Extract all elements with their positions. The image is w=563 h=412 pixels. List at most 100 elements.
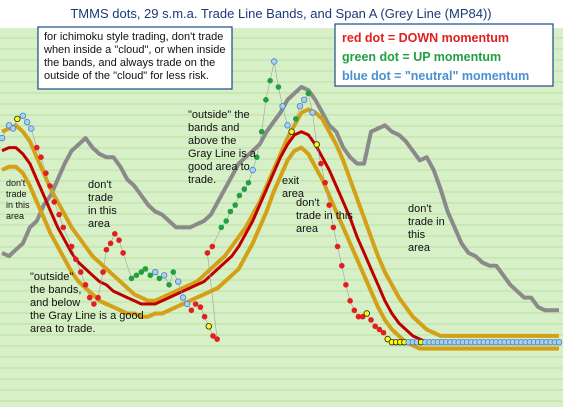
annotation-text: don't trade in this area xyxy=(408,203,445,254)
annotation-line: don't xyxy=(408,203,432,215)
green-dot xyxy=(133,272,140,279)
red-dot xyxy=(343,282,349,288)
red-dot xyxy=(73,256,79,263)
yellow-dot xyxy=(205,323,212,330)
annotation-text: don't trade in this area xyxy=(6,178,30,221)
red-dot xyxy=(103,246,110,253)
green-dot xyxy=(138,269,145,275)
span-a-line xyxy=(1,85,559,313)
green-dot xyxy=(236,192,243,199)
annotation-line: don't xyxy=(88,179,112,191)
red-dot xyxy=(368,317,374,323)
annotation-line: don't xyxy=(296,197,320,209)
yellow-dot xyxy=(363,310,370,317)
annotation-text: "outside" the bands and above the Gray Line… xyxy=(188,109,257,186)
note-box xyxy=(37,26,233,90)
annotation-line: "outside" xyxy=(30,271,73,283)
legend: red dot = DOWN momentum green dot = UP mo… xyxy=(334,23,554,87)
annotation-text: don't trade in this area xyxy=(296,197,353,235)
blue-dot xyxy=(19,112,27,119)
red-dot xyxy=(214,336,220,342)
green-dot xyxy=(142,266,149,272)
blue-dot xyxy=(271,58,278,65)
green-dot xyxy=(258,128,265,135)
annotation-line: above the xyxy=(188,135,236,147)
red-dot xyxy=(318,160,324,167)
green-dot xyxy=(218,224,225,231)
blue-dot xyxy=(9,125,17,132)
annotation-line: "outside" the xyxy=(188,109,250,121)
legend-box xyxy=(334,23,554,87)
blue-dot xyxy=(28,125,35,132)
red-dot xyxy=(201,313,208,320)
annotation-line: trade in this xyxy=(296,210,353,222)
red-dot xyxy=(47,183,53,189)
blue-dot xyxy=(301,96,308,103)
annotation-line: area xyxy=(6,211,24,221)
green-dot xyxy=(166,282,172,288)
red-dot xyxy=(68,243,75,250)
blue-dot xyxy=(249,166,256,174)
blue-dot xyxy=(5,122,13,129)
green-dot xyxy=(293,116,299,122)
red-dot xyxy=(209,243,216,250)
annotation-line: area xyxy=(408,242,431,254)
red-dot xyxy=(38,154,44,160)
lower-band-line xyxy=(1,145,559,351)
red-dot xyxy=(339,262,345,269)
red-dot xyxy=(95,294,101,301)
annotation-text: "outside" the bands, and below the Gray Lin… xyxy=(30,271,144,335)
green-dot xyxy=(147,272,154,279)
annotation-line: exit xyxy=(282,175,299,187)
annotation-line: area xyxy=(88,218,111,230)
green-dot xyxy=(170,269,177,275)
red-dot xyxy=(322,179,328,186)
red-dot xyxy=(56,211,62,218)
annotation-text: don't trade in this area xyxy=(88,179,117,230)
blue-dot xyxy=(160,272,168,279)
red-dot xyxy=(192,301,199,307)
red-dot xyxy=(116,237,122,243)
legend-entry: blue dot = "neutral" momentum xyxy=(342,69,529,83)
annotation-line: trade xyxy=(6,189,27,199)
annotation-line: in this xyxy=(6,200,30,210)
annotation-line: outside of the "cloud" for less risk. xyxy=(44,70,209,82)
red-dot xyxy=(204,250,211,256)
red-dot xyxy=(351,307,358,314)
yellow-dot xyxy=(288,128,295,135)
annotation-text: exit area xyxy=(282,175,305,200)
red-dot xyxy=(51,199,57,205)
red-dot xyxy=(347,298,353,304)
blue-dot xyxy=(296,102,304,110)
red-dot xyxy=(326,202,333,208)
red-dot xyxy=(60,224,67,231)
annotation-line: good area to xyxy=(188,161,250,173)
red-dot xyxy=(355,313,362,320)
red-dot xyxy=(77,269,84,275)
red-dot xyxy=(372,323,379,330)
yellow-dot xyxy=(14,115,21,123)
annotation-line: bands and xyxy=(188,122,239,134)
red-dot xyxy=(91,301,97,307)
blue-dot xyxy=(174,278,182,285)
legend-entry: red dot = DOWN momentum xyxy=(342,31,509,45)
series-lines xyxy=(1,85,559,351)
annotation-line: the Gray Line is a good xyxy=(30,310,144,322)
red-dot xyxy=(100,269,106,275)
red-dot xyxy=(210,333,216,339)
green-dot xyxy=(275,84,282,90)
red-dot xyxy=(188,307,195,314)
annotations: for ichimoku style trading, don't trade w… xyxy=(6,26,445,335)
annotation-line: trade xyxy=(88,192,113,204)
green-dot xyxy=(253,154,260,160)
annotation-line: and below xyxy=(30,297,80,309)
annotation-line: don't xyxy=(6,178,26,188)
red-dot xyxy=(120,250,126,256)
annotation-text: for ichimoku style trading, don't trade w… xyxy=(43,31,225,82)
red-dot xyxy=(82,282,89,288)
momentum-dots xyxy=(0,58,563,346)
red-dot xyxy=(334,243,341,250)
annotation-line: Gray Line is a xyxy=(188,148,257,160)
green-dot xyxy=(267,77,273,84)
